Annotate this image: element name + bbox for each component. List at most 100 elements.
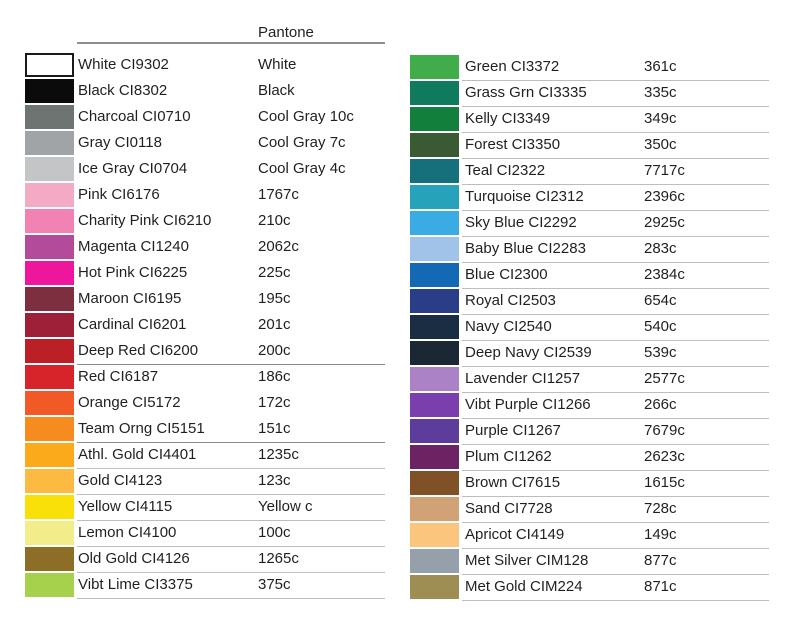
pantone-value: 877c bbox=[644, 552, 677, 569]
color-row: Gold CI4123 123c bbox=[0, 469, 800, 495]
color-swatch bbox=[25, 53, 74, 77]
color-row: Pink CI6176 1767c bbox=[0, 183, 800, 209]
pantone-value: 2623c bbox=[644, 448, 685, 465]
color-name-label: Purple CI1267 bbox=[465, 422, 561, 439]
pantone-value: 1615c bbox=[644, 474, 685, 491]
color-swatch bbox=[25, 313, 74, 337]
color-row: Teal CI2322 7717c bbox=[0, 159, 800, 185]
color-row: Deep Red CI6200 200c bbox=[0, 339, 800, 365]
color-name-label: Black CI8302 bbox=[78, 82, 168, 99]
color-name-label: White CI9302 bbox=[78, 56, 169, 73]
pantone-value: 7717c bbox=[644, 162, 685, 179]
row-divider bbox=[77, 364, 385, 365]
color-swatch bbox=[25, 495, 74, 519]
color-swatch bbox=[410, 419, 459, 443]
pantone-value: 225c bbox=[258, 264, 291, 281]
row-divider bbox=[462, 470, 769, 471]
color-row: Charcoal CI0710 Cool Gray 10c bbox=[0, 105, 800, 131]
color-row: Green CI3372 361c bbox=[0, 55, 800, 81]
row-divider bbox=[462, 418, 769, 419]
color-swatch bbox=[410, 575, 459, 599]
color-swatch bbox=[410, 523, 459, 547]
pantone-value: 2577c bbox=[644, 370, 685, 387]
color-swatch bbox=[410, 133, 459, 157]
color-name-label: Charcoal CI0710 bbox=[78, 108, 191, 125]
color-row: Ice Gray CI0704 Cool Gray 4c bbox=[0, 157, 800, 183]
color-swatch bbox=[410, 107, 459, 131]
color-swatch bbox=[25, 261, 74, 285]
pantone-value: 201c bbox=[258, 316, 291, 333]
row-divider bbox=[77, 468, 385, 469]
color-row: Lavender CI1257 2577c bbox=[0, 367, 800, 393]
color-name-label: Gray CI0118 bbox=[78, 134, 162, 151]
color-swatch bbox=[410, 185, 459, 209]
row-divider bbox=[77, 598, 385, 599]
color-name-label: Turquoise CI2312 bbox=[465, 188, 584, 205]
pantone-value: White bbox=[258, 56, 297, 73]
pantone-value: 200c bbox=[258, 342, 291, 359]
pantone-value: Cool Gray 7c bbox=[258, 134, 346, 151]
color-row: Royal CI2503 654c bbox=[0, 289, 800, 315]
row-divider bbox=[77, 494, 385, 495]
color-name-label: Kelly CI3349 bbox=[465, 110, 551, 127]
pantone-value: 100c bbox=[258, 524, 291, 541]
color-row: Sky Blue CI2292 2925c bbox=[0, 211, 800, 237]
color-name-label: Baby Blue CI2283 bbox=[465, 240, 586, 257]
row-divider bbox=[462, 522, 769, 523]
color-row: Sand CI7728 728c bbox=[0, 497, 800, 523]
pantone-value: 2396c bbox=[644, 188, 685, 205]
row-divider bbox=[462, 80, 769, 81]
color-row: Athl. Gold CI4401 1235c bbox=[0, 443, 800, 469]
color-name-label: Brown CI7615 bbox=[465, 474, 561, 491]
pantone-value: 728c bbox=[644, 500, 677, 517]
color-name-label: Cardinal CI6201 bbox=[78, 316, 187, 333]
pantone-value: 151c bbox=[258, 420, 291, 437]
color-swatch bbox=[410, 211, 459, 235]
row-divider bbox=[462, 158, 769, 159]
row-divider bbox=[462, 496, 769, 497]
color-row: Turquoise CI2312 2396c bbox=[0, 185, 800, 211]
color-name-label: Vibt Lime CI3375 bbox=[78, 576, 193, 593]
row-divider bbox=[462, 106, 769, 107]
color-name-label: Royal CI2503 bbox=[465, 292, 556, 309]
color-row: Plum CI1262 2623c bbox=[0, 445, 800, 471]
color-row: Vibt Purple CI1266 266c bbox=[0, 393, 800, 419]
color-swatch bbox=[25, 157, 74, 181]
pantone-value: 540c bbox=[644, 318, 677, 335]
row-divider bbox=[77, 442, 385, 443]
color-name-label: Charity Pink CI6210 bbox=[78, 212, 212, 229]
row-divider bbox=[462, 444, 769, 445]
row-divider bbox=[77, 546, 385, 547]
pantone-value: 1767c bbox=[258, 186, 299, 203]
pantone-value: 2384c bbox=[644, 266, 685, 283]
color-row: White CI9302 White bbox=[0, 53, 800, 79]
color-swatch bbox=[25, 287, 74, 311]
color-row: Purple CI1267 7679c bbox=[0, 419, 800, 445]
row-divider bbox=[462, 288, 769, 289]
pantone-value: 539c bbox=[644, 344, 677, 361]
color-name-label: Magenta CI1240 bbox=[78, 238, 189, 255]
pantone-value: 123c bbox=[258, 472, 291, 489]
row-divider bbox=[462, 314, 769, 315]
color-name-label: Navy CI2540 bbox=[465, 318, 552, 335]
color-row: Lemon CI4100 100c bbox=[0, 521, 800, 547]
color-name-label: Red CI6187 bbox=[78, 368, 159, 385]
color-swatch bbox=[410, 549, 459, 573]
color-swatch bbox=[25, 365, 74, 389]
color-name-label: Teal CI2322 bbox=[465, 162, 546, 179]
row-divider bbox=[462, 340, 769, 341]
pantone-value: 349c bbox=[644, 110, 677, 127]
color-name-label: Ice Gray CI0704 bbox=[78, 160, 188, 177]
color-name-label: Vibt Purple CI1266 bbox=[465, 396, 591, 413]
color-row: Grass Grn CI3335 335c bbox=[0, 81, 800, 107]
color-swatch bbox=[410, 81, 459, 105]
color-swatch bbox=[25, 131, 74, 155]
row-divider bbox=[462, 366, 769, 367]
pantone-value: 210c bbox=[258, 212, 291, 229]
color-swatch bbox=[25, 573, 74, 597]
color-name-label: Met Silver CIM128 bbox=[465, 552, 589, 569]
color-row: Team Orng CI5151 151c bbox=[0, 417, 800, 443]
color-swatch bbox=[25, 235, 74, 259]
pantone-value: 2925c bbox=[644, 214, 685, 231]
